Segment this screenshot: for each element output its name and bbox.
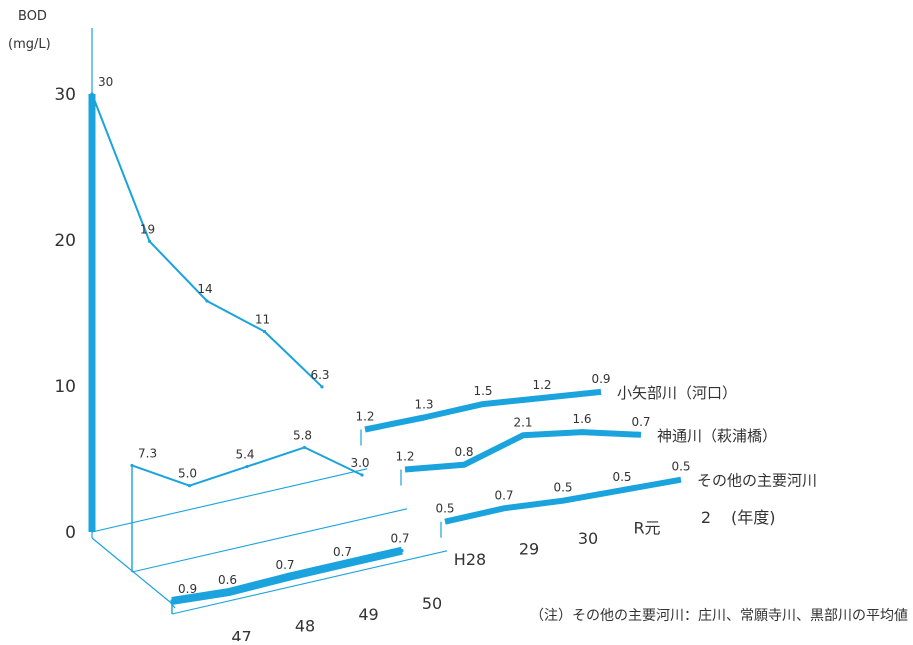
data-point xyxy=(227,590,232,594)
data-label: 0.7 xyxy=(390,532,409,546)
data-point xyxy=(147,239,152,243)
data-label: 1.3 xyxy=(414,398,433,412)
data-point xyxy=(285,575,289,579)
series-line-period2 xyxy=(444,476,682,525)
x-year-label: 2 xyxy=(701,508,711,527)
data-label: 14 xyxy=(197,282,212,296)
data-label: 11 xyxy=(255,313,270,327)
data-point xyxy=(302,445,307,450)
x-year-label: 48 xyxy=(295,616,315,635)
x-year-label: H28 xyxy=(454,550,486,569)
x-year-label: 49 xyxy=(358,605,378,624)
series-baseline xyxy=(131,508,408,573)
x-year-label: 30 xyxy=(578,529,598,548)
data-label: 1.2 xyxy=(395,449,414,463)
y-axis-unit: (mg/L) xyxy=(8,37,51,52)
data-label: 2.1 xyxy=(513,415,532,429)
series-baseline xyxy=(91,468,368,533)
data-label: 1.6 xyxy=(572,412,591,426)
data-point xyxy=(342,562,347,566)
data-label: 0.7 xyxy=(333,545,352,559)
data-point xyxy=(205,299,209,303)
data-label: 19 xyxy=(140,222,155,236)
data-label: 0.8 xyxy=(454,445,473,459)
x-unit-label: (年度) xyxy=(731,508,776,527)
data-label: 1.2 xyxy=(532,378,551,392)
y-tick-label: 20 xyxy=(54,231,76,251)
data-label: 1.5 xyxy=(473,384,492,398)
y-tick-label: 0 xyxy=(65,523,76,543)
data-point xyxy=(320,385,324,389)
y-tick-label: 30 xyxy=(54,85,76,105)
data-label: 0.9 xyxy=(591,372,610,386)
data-label: 0.5 xyxy=(435,502,454,516)
data-label: 0.7 xyxy=(275,558,294,572)
data-label: 0.7 xyxy=(631,415,650,429)
data-label: 0.6 xyxy=(218,573,237,587)
data-label: 1.2 xyxy=(355,409,374,423)
x-year-label: 29 xyxy=(519,540,539,559)
data-label: 0.9 xyxy=(178,582,197,596)
data-label: 5.8 xyxy=(293,428,312,442)
data-label: 0.5 xyxy=(612,470,631,484)
x-year-label: R元 xyxy=(633,519,660,538)
data-label: 0.5 xyxy=(671,460,690,474)
series-line-period2 xyxy=(364,388,602,433)
footnote: （注）その他の主要河川：庄川、常願寺川、黒部川の平均値 xyxy=(530,607,908,624)
series-name-label: 小矢部川（河口） xyxy=(617,384,737,402)
series-line-period1 xyxy=(91,93,323,388)
data-label: 6.3 xyxy=(310,368,329,382)
data-label: 7.3 xyxy=(138,446,157,460)
data-label: 0.7 xyxy=(494,488,513,502)
series-name-label: 神通川（萩浦橋） xyxy=(657,427,777,445)
data-label: 30 xyxy=(98,75,113,89)
data-point xyxy=(360,473,364,477)
series-line-period2 xyxy=(404,429,642,473)
data-label: 5.4 xyxy=(235,448,254,462)
x-year-label: 47 xyxy=(231,628,251,641)
data-label: 5.0 xyxy=(178,467,197,481)
depth-axis-line xyxy=(91,537,171,603)
data-point xyxy=(400,548,404,553)
data-point xyxy=(130,463,134,468)
y-axis-title: BOD xyxy=(18,9,47,24)
series-name-label: その他の主要河川 xyxy=(697,472,817,490)
data-point xyxy=(187,484,192,488)
data-point xyxy=(245,464,249,469)
data-point xyxy=(90,92,94,96)
series-baseline xyxy=(171,550,448,615)
data-point xyxy=(170,599,174,603)
data-label: 0.5 xyxy=(553,481,572,495)
data-label: 3.0 xyxy=(350,456,369,470)
data-point xyxy=(262,329,267,334)
y-tick-label: 10 xyxy=(54,377,76,397)
x-year-label: 50 xyxy=(422,594,442,613)
